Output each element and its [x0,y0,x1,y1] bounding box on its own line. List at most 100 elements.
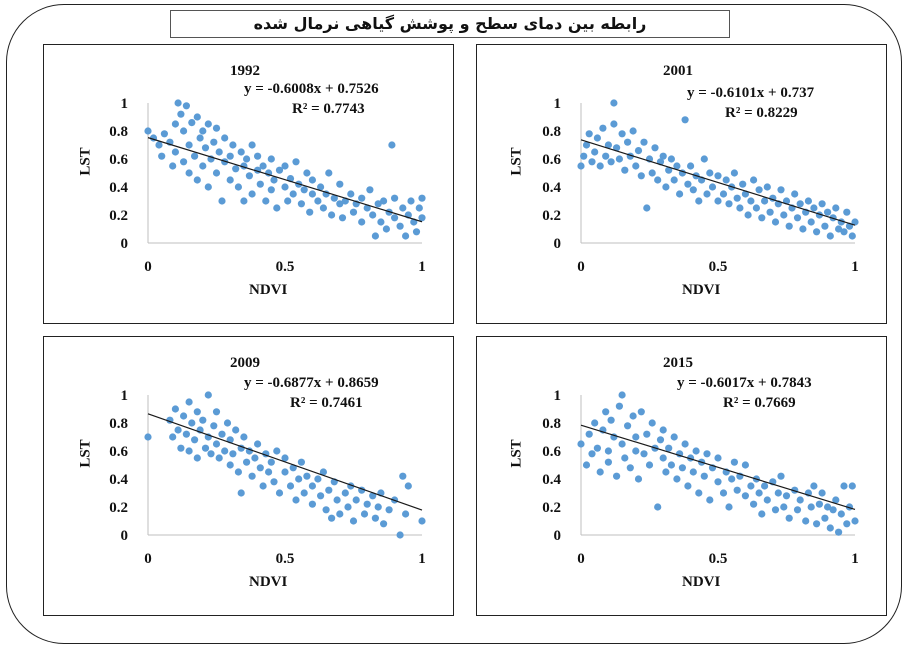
y-tick-label: 0.8 [109,416,128,432]
data-point [248,141,256,149]
data-point [741,461,749,469]
data-point [199,127,207,135]
data-point [588,158,596,166]
data-point [245,172,253,180]
data-point [234,183,242,191]
data-point [741,492,749,500]
y-tick-label: 1 [554,96,562,112]
data-point [632,447,640,455]
data-point [303,472,311,480]
data-point [328,211,336,219]
data-point [593,134,601,142]
y-tick-label: 0.6 [542,152,561,168]
data-point [577,440,585,448]
data-point [791,190,799,198]
data-point [204,120,212,128]
data-point [210,138,218,146]
data-point [736,204,744,212]
data-point [585,130,593,138]
data-point [667,461,675,469]
chart-title: 2001 [663,63,693,79]
data-point [802,517,810,525]
data-point [659,454,667,462]
data-point [374,503,382,511]
data-point [399,472,407,480]
data-point [835,225,843,233]
data-point [804,197,812,205]
scatter-plot-2009: 0 0.2 0.4 0.6 0.8 1 0 0.5 1 [109,388,426,567]
data-point [180,412,188,420]
y-tick-label: 0.8 [109,124,128,140]
data-point [270,478,278,486]
data-point [813,228,821,236]
data-point [824,208,832,216]
trend-line [147,137,423,223]
y-tick-label: 0 [121,236,129,252]
data-point [774,489,782,497]
data-point [144,433,152,441]
data-point [371,232,379,240]
data-point [256,180,264,188]
data-point [369,211,377,219]
data-point [714,172,722,180]
data-point [171,405,179,413]
data-point [761,482,769,490]
data-point [826,232,834,240]
data-point [382,225,390,233]
r-squared: R² = 0.7669 [723,395,796,411]
x-axis-label: NDVI [682,574,721,590]
data-point [292,496,300,504]
data-point [744,211,752,219]
x-axis-label: NDVI [249,282,288,298]
data-point [374,200,382,208]
data-point [254,440,262,448]
data-point [659,152,667,160]
data-point [602,152,610,160]
data-point [596,468,604,476]
data-point [632,433,640,441]
data-point [733,194,741,202]
y-tick-label: 0.6 [109,152,128,168]
data-point [275,489,284,497]
data-point [719,190,728,198]
data-point [662,183,670,191]
data-point [273,447,281,455]
data-point [281,468,289,476]
data-point [637,172,645,180]
data-point [240,197,248,205]
data-point [591,419,599,427]
data-point [656,436,665,444]
chart-panel-2001: 0 0.2 0.4 0.6 0.8 1 0 0.5 1 2001 y = -0.6101x + … [476,44,887,324]
data-point [221,134,229,142]
data-point [621,166,629,174]
data-point [777,472,785,480]
data-point [300,489,308,497]
data-point [747,197,755,205]
data-point [832,496,840,504]
data-point [654,176,662,184]
data-point [174,99,182,107]
y-tick-label: 0.2 [109,208,128,224]
x-tick-label: 1 [418,259,426,275]
y-axis-label: LST [508,147,525,176]
data-point [259,482,267,490]
data-point [719,489,728,497]
data-point [215,454,223,462]
data-point [684,180,692,188]
data-point [338,214,347,222]
data-point [629,412,637,420]
data-point [725,503,733,511]
data-point [624,138,632,146]
y-axis-label: LST [77,439,94,468]
data-point [730,458,738,466]
r-squared: R² = 0.7743 [292,101,365,117]
data-point [818,489,826,497]
data-point [248,472,256,480]
data-point [835,528,843,536]
data-point [396,531,404,539]
data-point [388,141,396,149]
data-point [582,461,591,469]
data-point [777,186,785,194]
data-point [199,416,207,424]
data-point [610,99,618,107]
